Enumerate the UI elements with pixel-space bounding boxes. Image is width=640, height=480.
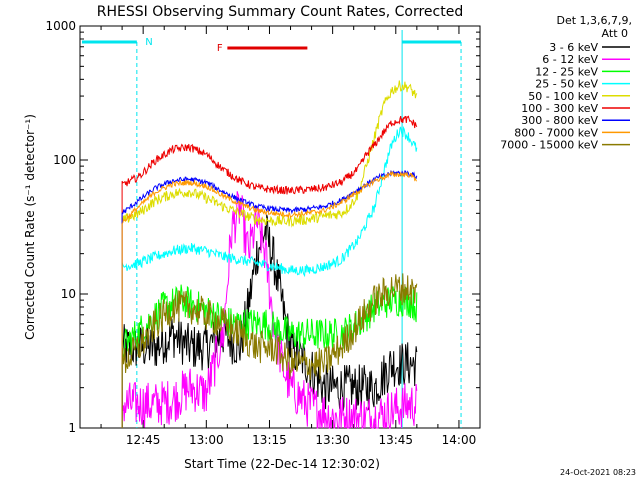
flag-bars: NF bbox=[82, 37, 462, 54]
legend-label: 6 - 12 keV bbox=[542, 53, 598, 66]
x-axis-label: Start Time (22-Dec-14 12:30:02) bbox=[184, 457, 380, 471]
legend-label: 50 - 100 keV bbox=[528, 90, 598, 103]
x-tick-label: 12:45 bbox=[126, 433, 161, 447]
plot-area bbox=[121, 80, 418, 430]
x-tick-label: 13:00 bbox=[189, 433, 224, 447]
y-tick-label: 1000 bbox=[45, 19, 76, 33]
y-tick-label: 10 bbox=[61, 287, 76, 301]
series-line-3 bbox=[121, 284, 418, 428]
footer-date: 24-Oct-2021 08:23 bbox=[560, 468, 636, 477]
legend-label: 12 - 25 keV bbox=[535, 65, 598, 78]
series-line-5 bbox=[121, 80, 418, 428]
plot-frame bbox=[79, 25, 481, 429]
legend-label: 25 - 50 keV bbox=[535, 78, 598, 91]
series-line-1 bbox=[121, 214, 418, 428]
y-tick-label: 100 bbox=[53, 153, 76, 167]
night-flag-label: N bbox=[145, 37, 152, 48]
x-tick-label: 13:30 bbox=[315, 433, 350, 447]
legend-label: 300 - 800 keV bbox=[521, 114, 598, 127]
detectors-label: Det 1,3,6,7,9, bbox=[556, 14, 632, 27]
x-axis: 12:45 13:00 13:15 13:30 13:45 14:00 bbox=[100, 26, 477, 447]
x-tick-label: 13:15 bbox=[252, 433, 287, 447]
series-line-8 bbox=[121, 170, 418, 428]
legend-label: 3 - 6 keV bbox=[549, 41, 598, 54]
legend-label: 800 - 7000 keV bbox=[514, 126, 598, 139]
series-line-4 bbox=[121, 125, 418, 428]
attenuator-markers bbox=[136, 30, 462, 428]
series-line-9 bbox=[121, 273, 418, 428]
y-axis: 1 10 100 1000 bbox=[45, 19, 480, 435]
y-tick-label: 1 bbox=[68, 421, 76, 435]
chart-title: RHESSI Observing Summary Count Rates, Co… bbox=[97, 4, 463, 20]
x-tick-label: 13:45 bbox=[378, 433, 413, 447]
legend-label: 7000 - 15000 keV bbox=[500, 139, 598, 152]
x-tick-label: 14:00 bbox=[442, 433, 477, 447]
flare-flag-label: F bbox=[217, 43, 223, 54]
series-line-7 bbox=[121, 170, 418, 428]
series-line-2 bbox=[121, 191, 418, 430]
attenuator-label: Att 0 bbox=[602, 27, 628, 40]
y-axis-label: Corrected Count Rate (s⁻¹ detector⁻¹) bbox=[23, 114, 37, 340]
legend-label: 100 - 300 keV bbox=[521, 102, 598, 115]
series-line-6 bbox=[121, 115, 418, 428]
